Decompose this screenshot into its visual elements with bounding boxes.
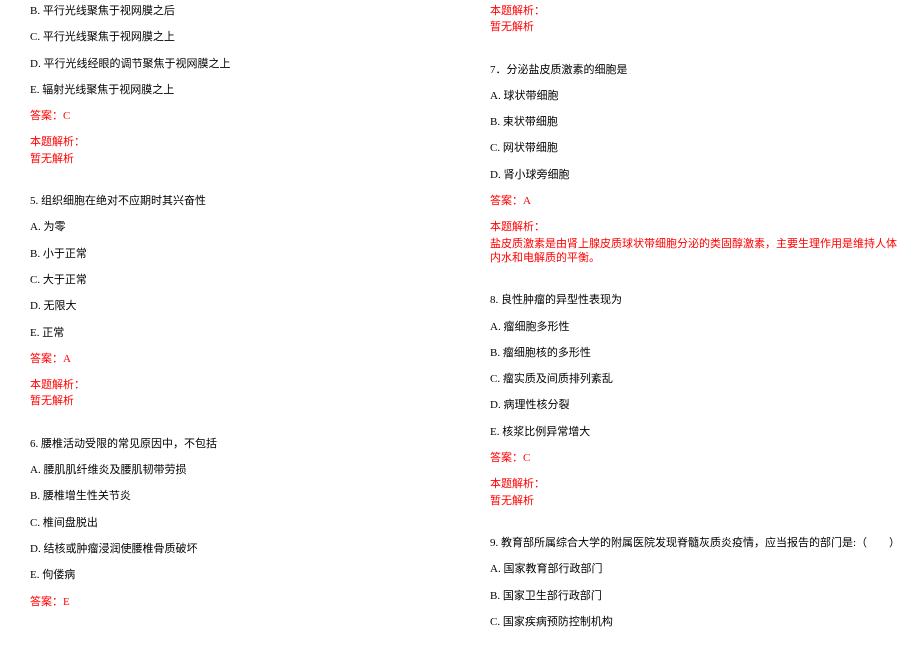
q6-option-d: D. 结核或肿瘤浸润使腰椎骨质破坏 [30, 542, 440, 556]
q4-explanation-label: 本题解析： [30, 135, 440, 149]
q7-option-c: C. 网状带细胞 [490, 141, 900, 155]
q5-option-a: A. 为零 [30, 220, 440, 234]
q9-option-a: A. 国家教育部行政部门 [490, 562, 900, 576]
q5-explanation-label: 本题解析： [30, 378, 440, 392]
q8-stem: 8. 良性肿瘤的异型性表现为 [490, 293, 900, 307]
q5-stem: 5. 组织细胞在绝对不应期时其兴奋性 [30, 194, 440, 208]
q8-answer: 答案：C [490, 451, 900, 465]
q7-stem: 7．分泌盐皮质激素的细胞是 [490, 63, 900, 77]
q5-option-e: E. 正常 [30, 326, 440, 340]
q6-option-a: A. 腰肌肌纤维炎及腰肌韧带劳损 [30, 463, 440, 477]
q7-option-d: D. 肾小球旁细胞 [490, 168, 900, 182]
q8-explanation-label: 本题解析： [490, 477, 900, 491]
q9-option-b: B. 国家卫生部行政部门 [490, 589, 900, 603]
q9-stem: 9. 教育部所属综合大学的附属医院发现脊髓灰质炎疫情，应当报告的部门是:（ ） [490, 536, 900, 550]
q8-option-c: C. 瘤实质及间质排列紊乱 [490, 372, 900, 386]
q4-answer: 答案：C [30, 109, 440, 123]
q5-answer: 答案：A [30, 352, 440, 366]
q5-option-c: C. 大于正常 [30, 273, 440, 287]
q8-explanation-body: 暂无解析 [490, 494, 900, 508]
q8-option-e: E. 核浆比例异常增大 [490, 425, 900, 439]
q6-option-c: C. 椎间盘脱出 [30, 516, 440, 530]
q7-explanation-body: 盐皮质激素是由肾上腺皮质球状带细胞分泌的类固醇激素，主要生理作用是维持人体内水和… [490, 237, 900, 266]
q5-explanation-body: 暂无解析 [30, 394, 440, 408]
q7-option-b: B. 束状带细胞 [490, 115, 900, 129]
q7-option-a: A. 球状带细胞 [490, 89, 900, 103]
q6-answer: 答案：E [30, 595, 440, 609]
q8-option-a: A. 瘤细胞多形性 [490, 320, 900, 334]
q6-option-e: E. 佝偻病 [30, 568, 440, 582]
q4-option-c: C. 平行光线聚焦于视网膜之上 [30, 30, 440, 44]
q4-explanation-body: 暂无解析 [30, 152, 440, 166]
q8-option-d: D. 病理性核分裂 [490, 398, 900, 412]
q7-explanation-label: 本题解析： [490, 220, 900, 234]
q4-option-b: B. 平行光线聚焦于视网膜之后 [30, 4, 440, 18]
q8-option-b: B. 瘤细胞核的多形性 [490, 346, 900, 360]
q5-option-b: B. 小于正常 [30, 247, 440, 261]
q6-option-b: B. 腰椎增生性关节炎 [30, 489, 440, 503]
right-column: 本题解析： 暂无解析 7．分泌盐皮质激素的细胞是 A. 球状带细胞 B. 束状带… [460, 4, 920, 651]
q6-stem: 6. 腰椎活动受限的常见原因中，不包括 [30, 437, 440, 451]
q6-explanation-body: 暂无解析 [490, 20, 900, 34]
q4-option-d: D. 平行光线经眼的调节聚焦于视网膜之上 [30, 57, 440, 71]
left-column: B. 平行光线聚焦于视网膜之后 C. 平行光线聚焦于视网膜之上 D. 平行光线经… [0, 4, 460, 651]
q7-answer: 答案：A [490, 194, 900, 208]
q4-option-e: E. 辐射光线聚焦于视网膜之上 [30, 83, 440, 97]
q6-explanation-label: 本题解析： [490, 4, 900, 18]
q5-option-d: D. 无限大 [30, 299, 440, 313]
q9-option-c: C. 国家疾病预防控制机构 [490, 615, 900, 629]
